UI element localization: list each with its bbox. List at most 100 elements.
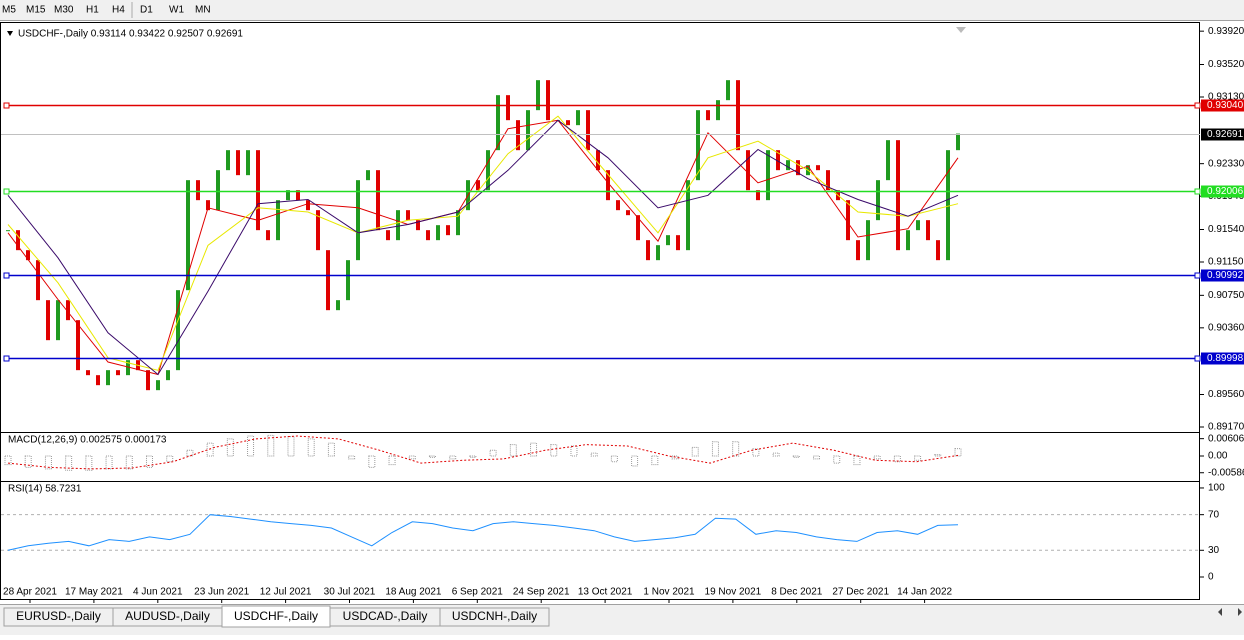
price-label: 0.89998 [1207, 353, 1244, 364]
candle [566, 120, 570, 126]
timeframe-button[interactable]: W1 [169, 5, 184, 16]
candle [296, 190, 300, 201]
line-handle[interactable] [1194, 188, 1201, 195]
candle [176, 290, 180, 371]
macd-bar [671, 455, 679, 460]
line-handle[interactable] [3, 102, 10, 109]
macd-bar [509, 444, 517, 457]
macd-bar [226, 438, 234, 457]
candle [206, 200, 210, 211]
timeframe-button[interactable]: M30 [54, 5, 74, 16]
macd-bar [65, 455, 73, 471]
line-handle[interactable] [3, 188, 10, 195]
macd-bar [530, 442, 538, 457]
tab-label[interactable]: AUDUSD-,Daily [125, 609, 210, 623]
rsi-title: RSI(14) 58.7231 [8, 484, 82, 495]
candle [506, 95, 510, 121]
macd-bar [489, 449, 497, 457]
candle [166, 370, 170, 381]
price-label: 0.92006 [1207, 186, 1244, 197]
y-tick-label: 30 [1208, 545, 1220, 556]
timeframe-button[interactable]: H1 [86, 5, 99, 16]
candle [646, 240, 650, 261]
macd-bar [145, 455, 153, 468]
candle [826, 170, 830, 191]
candle [66, 300, 70, 321]
line-handle[interactable] [3, 272, 10, 279]
price-label: 0.92691 [1207, 129, 1244, 140]
x-tick-label: 24 Sep 2021 [513, 587, 570, 598]
y-tick-label: 0.92330 [1208, 158, 1244, 169]
y-tick-label: 0.90360 [1208, 322, 1244, 333]
candle [676, 235, 680, 251]
candle [586, 110, 590, 151]
candle [16, 230, 20, 251]
y-tick-label: 100 [1208, 483, 1225, 494]
candle [696, 110, 700, 181]
candle [416, 220, 420, 231]
y-tick-label: 0.93920 [1208, 26, 1244, 37]
candle [426, 230, 430, 241]
tab-scroll-right[interactable] [1238, 608, 1242, 616]
macd-bar [853, 455, 861, 466]
x-tick-label: 23 Jun 2021 [194, 587, 249, 598]
macd-bar [954, 448, 962, 457]
macd-bar [691, 446, 699, 457]
rsi-line [7, 514, 959, 551]
candle [266, 230, 270, 241]
candle [226, 150, 230, 171]
candle [946, 150, 950, 261]
candle [436, 225, 440, 241]
macd-bar [833, 455, 841, 464]
x-tick-label: 19 Nov 2021 [705, 587, 762, 598]
macd-bar [24, 455, 32, 468]
macd-bar [792, 455, 800, 458]
timeframe-button[interactable]: M5 [2, 5, 16, 16]
candle [196, 180, 200, 201]
candle [846, 200, 850, 241]
line-handle[interactable] [1194, 272, 1201, 279]
candle [936, 240, 940, 261]
tab-label[interactable]: USDCNH-,Daily [452, 609, 537, 623]
candle [6, 230, 10, 232]
candle [756, 190, 760, 201]
x-tick-label: 13 Oct 2021 [578, 587, 633, 598]
tab-label[interactable]: USDCAD-,Daily [343, 609, 428, 623]
line-handle[interactable] [3, 355, 10, 362]
macd-bar [348, 455, 356, 460]
toolbar [0, 0, 1244, 20]
candle [726, 80, 730, 101]
candle [886, 140, 890, 181]
price-label-box [1201, 128, 1244, 141]
x-tick-label: 1 Nov 2021 [643, 587, 695, 598]
macd-bar [893, 455, 901, 463]
macd-bar [590, 452, 598, 457]
tab-label[interactable]: USDCHF-,Daily [234, 609, 318, 623]
x-tick-label: 17 May 2021 [65, 587, 123, 598]
line-handle[interactable] [1194, 355, 1201, 362]
timeframe-button[interactable]: H4 [112, 5, 125, 16]
tab-label[interactable]: EURUSD-,Daily [16, 609, 101, 623]
x-tick-label: 12 Jul 2021 [260, 587, 312, 598]
line-handle[interactable] [1194, 102, 1201, 109]
candle [736, 80, 740, 151]
price-label: 0.90992 [1207, 270, 1244, 281]
candle [926, 220, 930, 241]
price-label-box [1201, 269, 1244, 282]
candle [96, 375, 100, 386]
x-tick-label: 8 Dec 2021 [771, 587, 823, 598]
timeframe-button[interactable]: M15 [26, 5, 46, 16]
tab-scroll-left[interactable] [1218, 608, 1222, 616]
timeframe-button[interactable]: D1 [140, 5, 153, 16]
candle [26, 250, 30, 261]
macd-bar [428, 455, 436, 458]
macd-bar [408, 455, 416, 460]
macd-bar [449, 455, 457, 460]
macd-bar [651, 455, 659, 466]
candle [896, 140, 900, 251]
symbol-marker [7, 31, 13, 36]
x-tick-label: 28 Apr 2021 [3, 587, 57, 598]
timeframe-button[interactable]: MN [195, 5, 211, 16]
tab[interactable] [439, 607, 550, 627]
macd-bar [44, 455, 52, 470]
